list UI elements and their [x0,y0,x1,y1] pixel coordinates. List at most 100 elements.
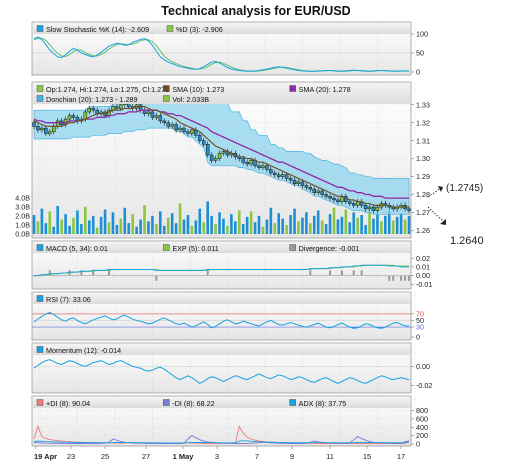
volume-bar [72,217,75,234]
y-tick-label: 0.00 [416,271,430,280]
legend-swatch [36,85,44,92]
forecast-upper-value: (1.2745) [446,183,483,194]
divergence-bar [380,275,383,277]
volume-bar [206,201,209,234]
forecast-annotations: (1.2745) 1.2640 [427,183,484,247]
candle-body [320,190,324,195]
divergence-bar [317,275,320,277]
volume-bar [151,215,154,234]
candle-body [265,165,269,170]
legend-swatch [163,95,170,102]
volume-tick-label: 0.0B [15,230,30,239]
volume-bar [297,221,300,234]
divergence-bar [64,275,67,277]
x-tick-label: 25 [101,452,109,461]
divergence-bar [376,275,379,277]
divergence-bar [242,275,245,277]
volume-bar [237,210,241,234]
volume-bar [376,214,379,234]
legend-label: SMA (10): 1.273 [172,85,224,94]
legend-background [33,344,410,355]
volume-tick-label: 3.0B [15,202,30,211]
volume-bar [95,227,99,234]
legend-label: +DI (8): 90.04 [46,399,90,408]
divergence-bar [226,275,229,277]
divergence-bar [297,275,300,277]
divergence-bar [60,275,63,277]
rsi-oversold-fill [379,327,384,329]
candle-body [280,174,285,177]
candle-body [146,111,151,114]
x-tick-label: 15 [363,452,371,461]
legend-label: Donchian (20): 1.273 - 1.289 [46,95,138,104]
candle-body [119,104,123,109]
legend-swatch [163,399,170,406]
divergence-bar [265,275,268,277]
divergence-bar [163,275,166,277]
divergence-bar [167,275,170,277]
volume-bar [285,224,288,234]
candle-body [158,115,163,122]
divergence-bar [309,270,312,276]
divergence-bar [285,275,288,277]
legend-background [33,397,410,408]
divergence-bar [277,275,280,277]
rsi-oversold-fill [351,327,356,329]
candle-body [296,181,301,184]
candle-body [348,201,352,204]
x-tick-label: 7 [255,452,259,461]
volume-bar [249,211,253,234]
arrow-up-line [427,187,442,198]
volume-bar [99,216,103,234]
volume-bar [360,215,363,234]
legend-swatch [289,399,296,406]
y-tick-label: 0.02 [416,254,430,263]
divergence-bar [360,270,363,276]
candle-body [245,161,249,165]
candle-body [304,185,309,188]
divergence-bar [368,275,371,277]
y-tick-label: 30 [416,323,424,332]
divergence-bar [206,270,209,276]
candle-body [284,174,289,179]
divergence-bar [400,275,403,281]
candle-body [308,187,313,190]
divergence-bar [348,275,351,277]
volume-bar [68,225,71,234]
legend-label: RSI (7): 33.06 [46,295,91,304]
volume-bar [332,207,336,234]
candle-body [300,181,305,186]
y-tick-label: 1.27 [416,208,430,217]
volume-bar [273,223,277,234]
candle-body [371,206,376,211]
volume-bar [344,209,348,234]
rsi-overbought-fill [47,312,52,314]
y-tick-label: 800 [416,406,428,415]
divergence-bar [214,275,217,277]
volume-bar [182,219,186,234]
y-tick-label: 1.31 [416,136,430,145]
candle-body [363,205,368,210]
legend: Op:1.274, Hi:1.274, Lo:1.275, Cl:1.271 SM… [33,83,410,104]
volume-bar [87,220,91,234]
volume-bar [391,220,395,234]
candle-body [367,206,372,210]
candle-body [288,178,293,181]
divergence-bar [325,275,328,277]
arrow-up-head [438,186,443,192]
x-tick-label: 17 [397,452,405,461]
divergence-bar [254,275,257,277]
candle-body [217,152,222,159]
divergence-bar [246,275,249,277]
candle-body [257,165,261,168]
candle-body [375,206,380,211]
volume-tick-label: 2.0B [15,212,30,221]
divergence-bar [281,275,284,277]
divergence-bar [100,275,103,277]
legend: RSI (7): 33.06 [33,293,410,304]
volume-bar [218,212,221,234]
volume-bar [40,208,44,234]
candle-body [269,169,273,174]
